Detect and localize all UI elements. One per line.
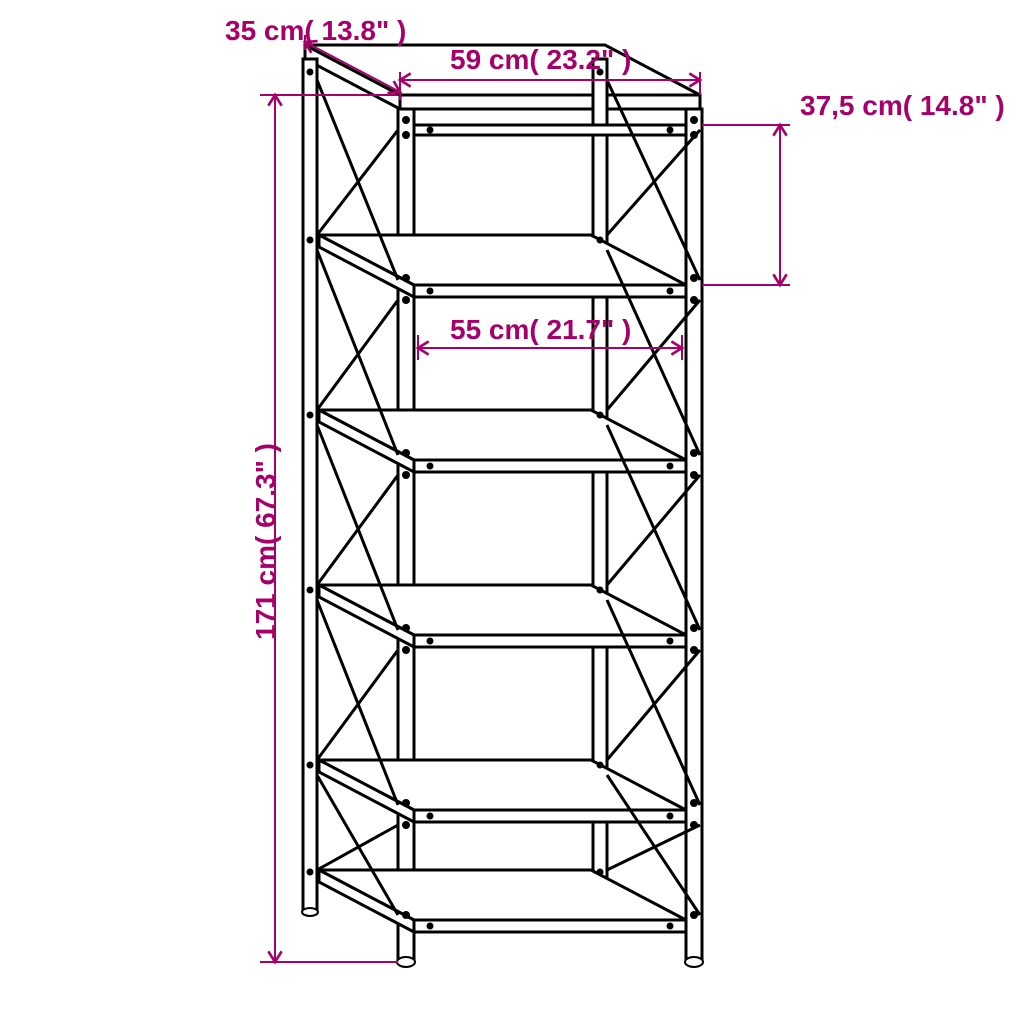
label-width: 59 cm( 23.2" ) — [450, 44, 631, 76]
label-inner-width: 55 cm( 21.7" ) — [450, 314, 631, 346]
label-depth: 35 cm( 13.8" ) — [225, 15, 406, 47]
label-shelf-height: 37,5 cm( 14.8" ) — [800, 90, 940, 122]
shelf-drawing — [0, 0, 1024, 1024]
diagram-stage: 35 cm( 13.8" ) 59 cm( 23.2" ) 37,5 cm( 1… — [0, 0, 1024, 1024]
shelf-bottom — [319, 870, 686, 932]
front-top-rail — [414, 125, 686, 135]
shelf-2 — [319, 235, 686, 297]
label-height: 171 cm( 67.3" ) — [250, 443, 282, 640]
shelf-4 — [319, 585, 686, 647]
shelf-3 — [319, 410, 686, 472]
